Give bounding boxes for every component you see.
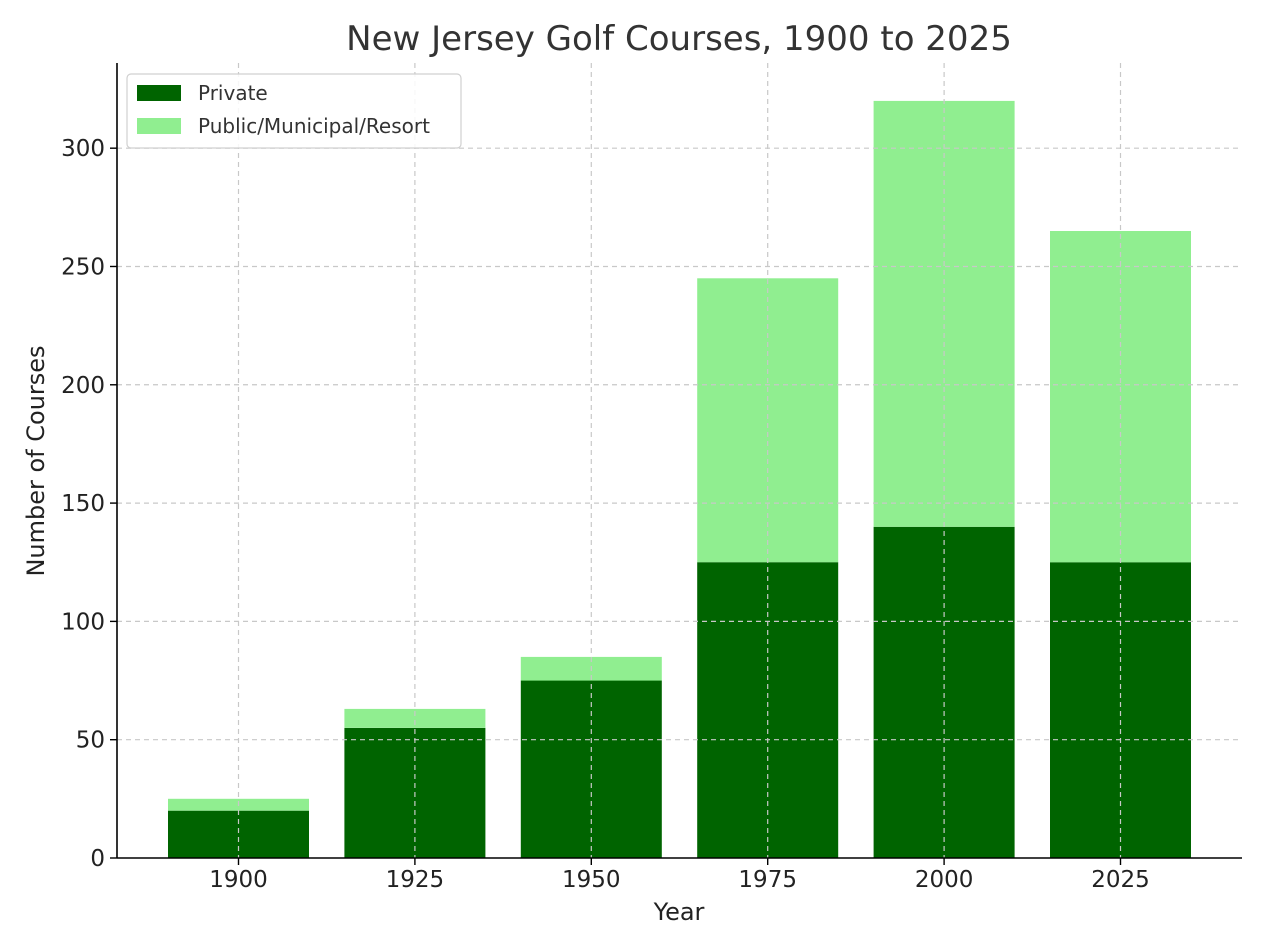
grid-lines <box>117 63 1242 858</box>
y-tick-label: 50 <box>76 728 105 754</box>
y-tick-label: 100 <box>61 609 105 635</box>
legend: Private Public/Municipal/Resort <box>126 73 462 149</box>
y-tick-label: 300 <box>61 136 105 162</box>
legend-swatch <box>137 118 181 134</box>
legend-box <box>126 73 462 149</box>
x-tick-label: 1950 <box>562 867 621 893</box>
bar-public-1975 <box>697 278 839 563</box>
axes <box>116 63 1242 859</box>
tick-labels: 0 50 100 150 200 250 300 1900 1925 1950 1975 2000 20… <box>61 136 1150 893</box>
y-axis-label: Number of Courses <box>22 345 50 576</box>
x-tick-label: 2000 <box>915 867 974 893</box>
legend-label: Public/Municipal/Resort <box>198 114 430 138</box>
legend-label: Private <box>198 81 268 105</box>
chart-title: New Jersey Golf Courses, 1900 to 2025 <box>346 19 1012 59</box>
y-tick-label: 0 <box>90 846 105 872</box>
bar-public-1925 <box>344 708 486 728</box>
x-tick-label: 1900 <box>209 867 268 893</box>
bar-private-2025 <box>1050 562 1191 858</box>
x-axis-label: Year <box>653 898 705 926</box>
x-tick-label: 1925 <box>386 867 445 893</box>
bars <box>168 100 1191 859</box>
bar-private-1975 <box>697 562 839 858</box>
y-tick-label: 200 <box>61 373 105 399</box>
legend-swatch <box>137 85 181 101</box>
y-tick-label: 150 <box>61 491 105 517</box>
y-tick-label: 250 <box>61 254 105 280</box>
x-tick-label: 1975 <box>738 867 797 893</box>
x-tick-label: 2025 <box>1091 867 1150 893</box>
